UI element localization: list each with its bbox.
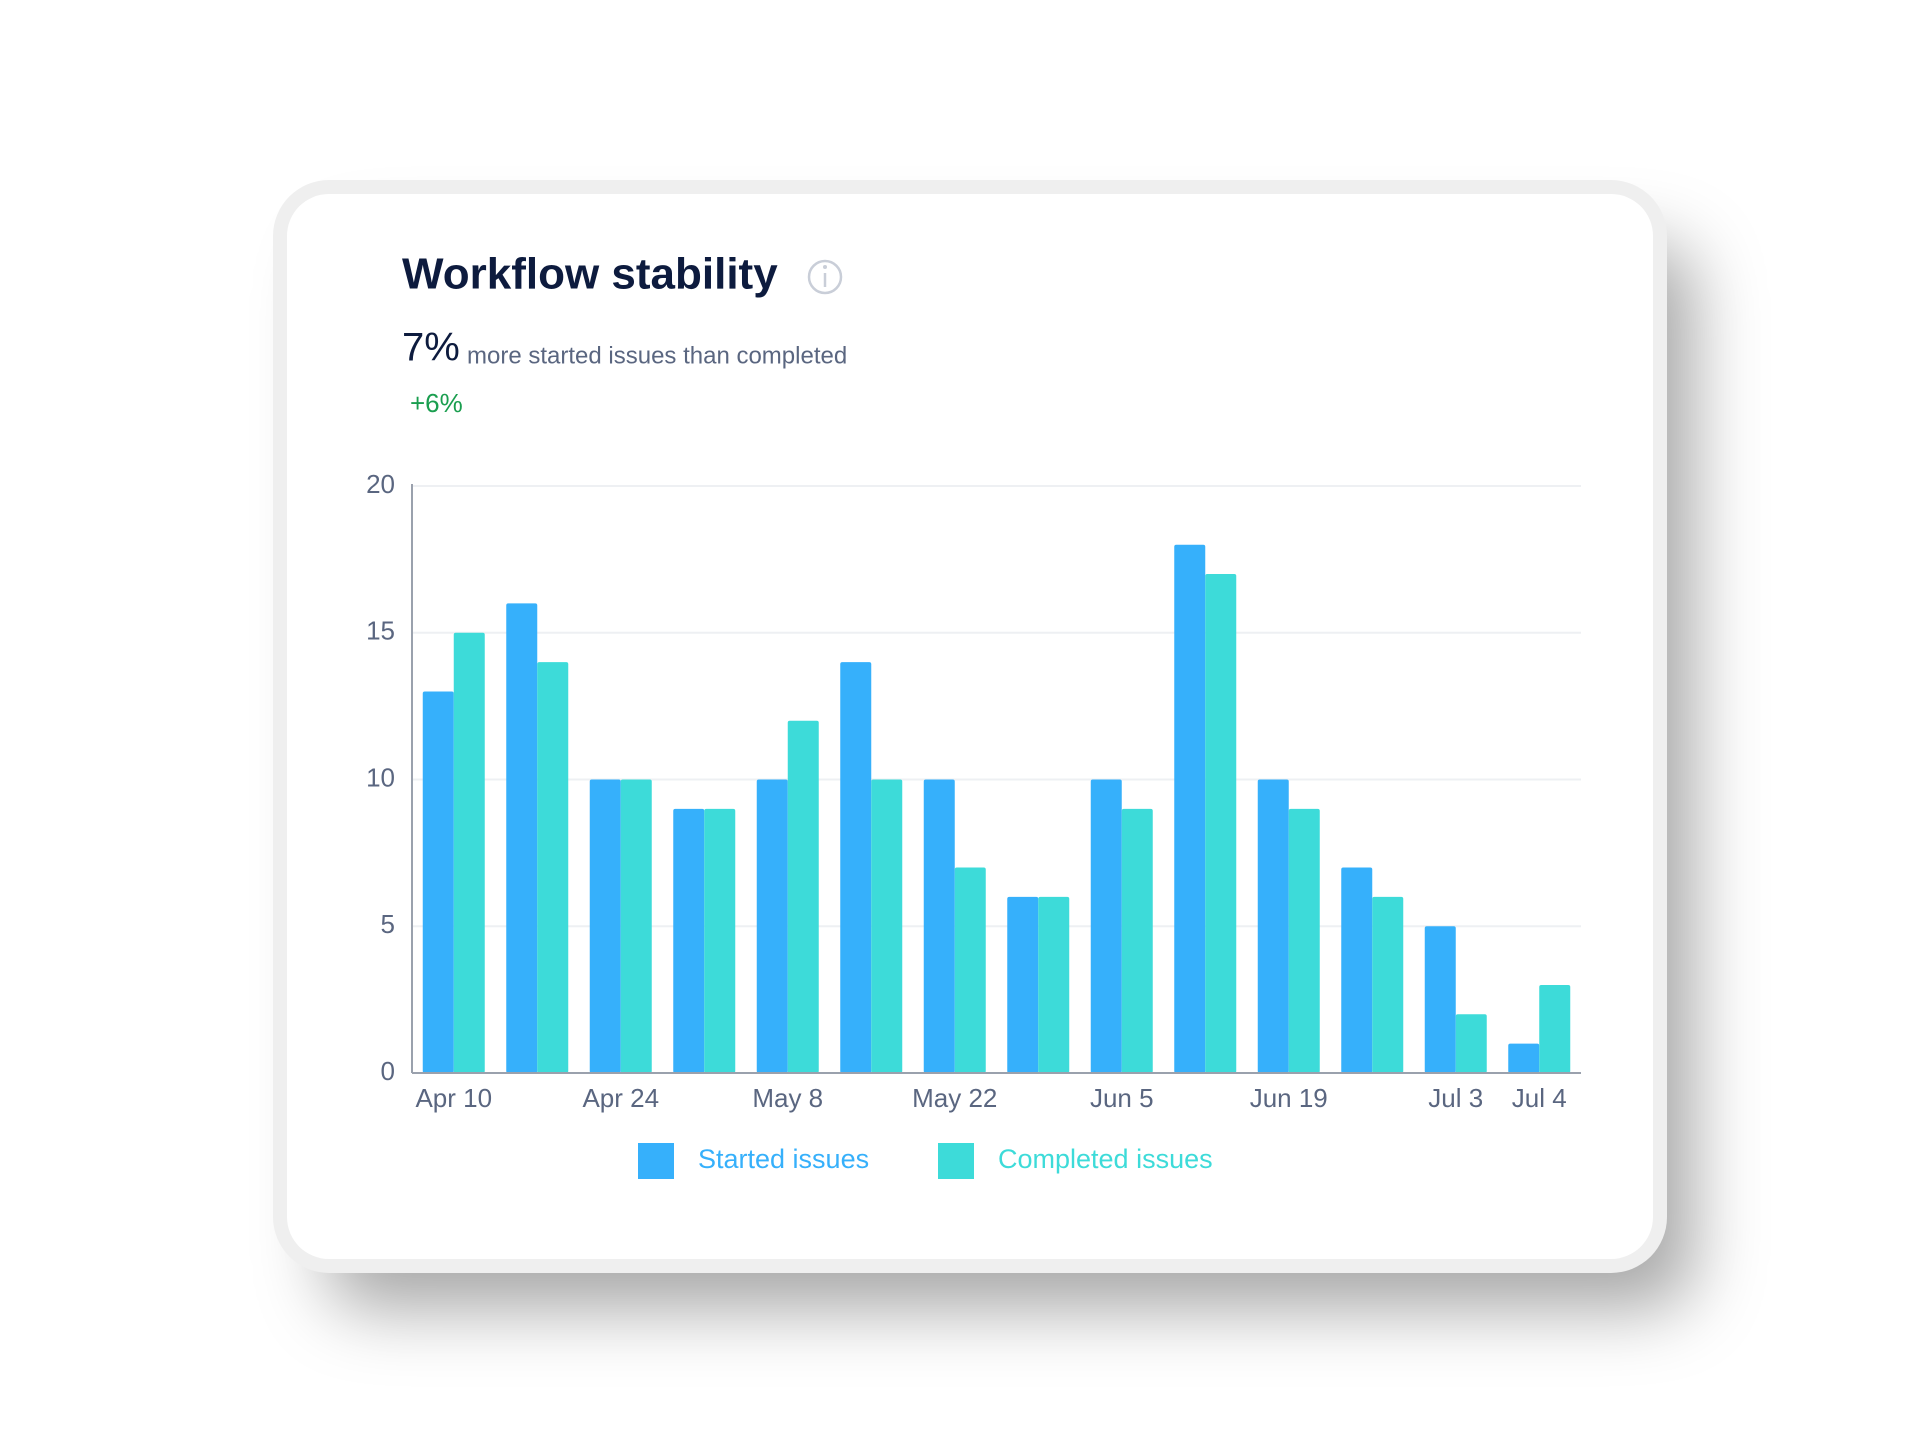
legend-label: Started issues [698,1144,869,1174]
chart-title: Workflow stability [402,250,778,299]
bar [1257,779,1289,1073]
info-icon [807,259,843,295]
bar [1174,544,1206,1073]
y-tick-label: 20 [366,469,395,499]
legend-swatch [938,1143,974,1179]
bar [1341,867,1373,1073]
bar [1007,896,1039,1073]
x-tick-label: Jun 19 [1250,1083,1328,1113]
legend-swatch [638,1143,674,1179]
x-tick-label: Jun 5 [1090,1083,1154,1113]
bar [589,779,621,1073]
bar [1121,808,1153,1073]
bar [620,779,652,1073]
x-tick-label: Jul 4 [1512,1083,1567,1113]
y-tick-label: 15 [366,616,395,646]
bar [537,662,569,1073]
summary-value: 7% [402,326,460,370]
bar [1455,1014,1487,1073]
bar [704,808,736,1073]
y-tick-label: 0 [381,1056,395,1086]
bar [673,808,705,1073]
bar [954,867,986,1073]
y-tick-label: 5 [381,909,395,939]
change: +6% [410,388,463,418]
x-tick-label: Apr 24 [582,1083,659,1113]
bar [756,779,788,1073]
bar [1508,1043,1540,1073]
summary-text: more started issues than completed [467,342,847,369]
x-tick-label: May 22 [912,1083,997,1113]
x-tick-label: Apr 10 [415,1083,492,1113]
bar [422,691,454,1073]
bar [453,632,485,1073]
bar [871,779,903,1073]
bar [1038,896,1070,1073]
y-tick-label: 10 [366,762,395,792]
x-tick-label: May 8 [752,1083,823,1113]
legend-label: Completed issues [998,1144,1213,1174]
bar [787,720,819,1073]
bar [1539,984,1571,1073]
bar [506,603,538,1073]
bar [1288,808,1320,1073]
bar [1424,926,1456,1073]
bar [1372,896,1404,1073]
bar [1090,779,1122,1073]
bar [923,779,955,1073]
bar [840,662,872,1073]
bar [1205,574,1237,1073]
x-tick-label: Jul 3 [1428,1083,1483,1113]
